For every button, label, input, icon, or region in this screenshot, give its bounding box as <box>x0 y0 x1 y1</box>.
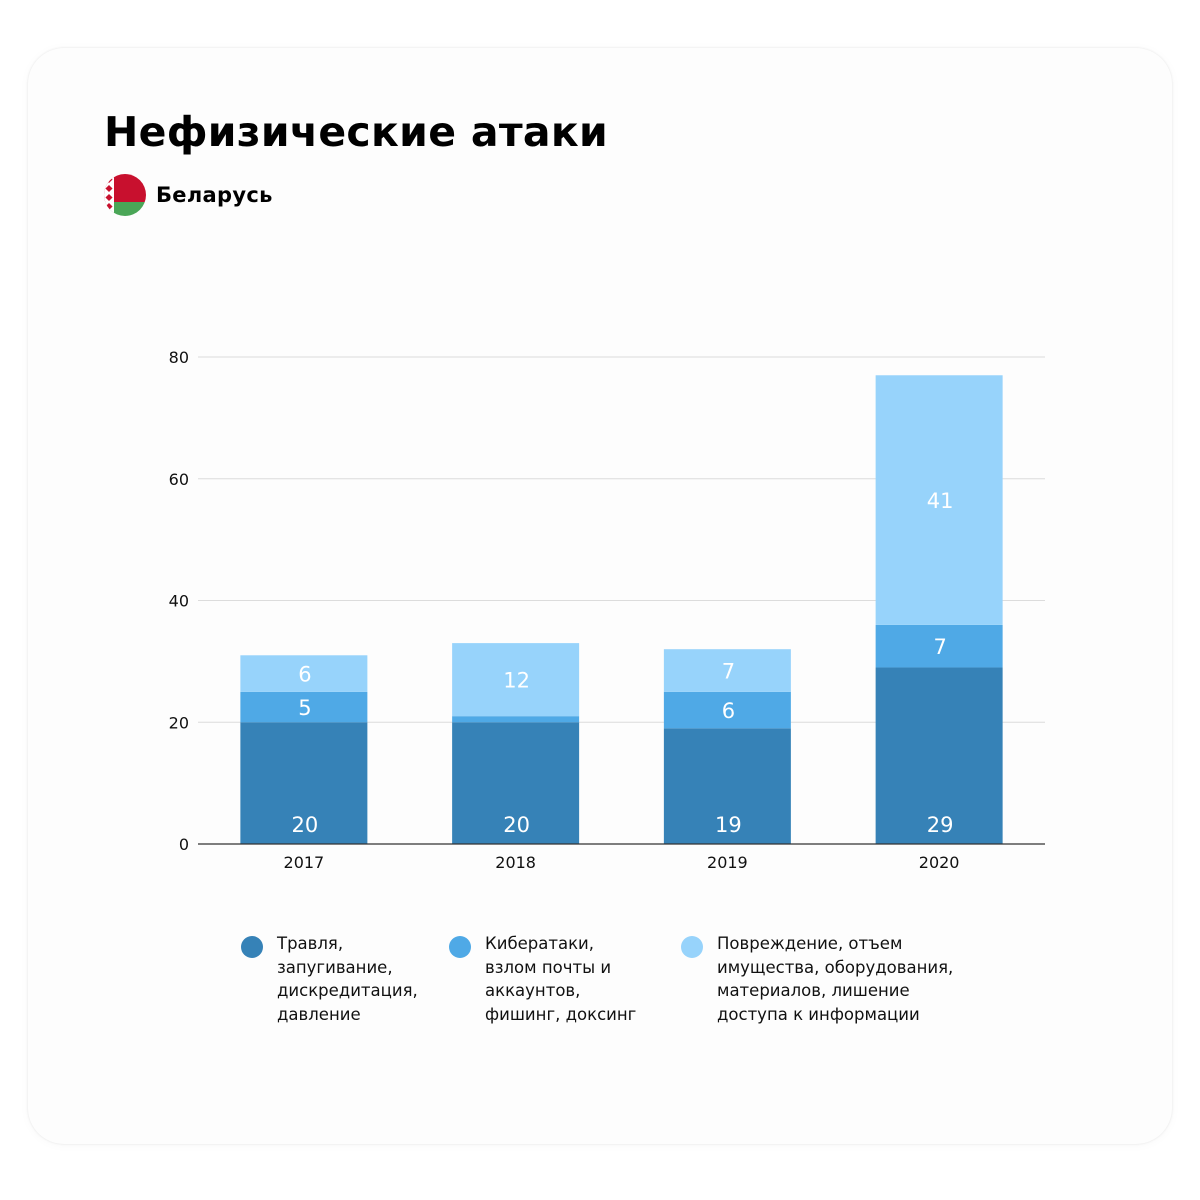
legend-label-cyberattacks: Кибератаки, взлом почты и аккаунтов, фиш… <box>485 934 637 1024</box>
x-tick-label: 2019 <box>707 853 748 872</box>
legend: Травля, запугивание, дискредитация, давл… <box>0 932 1200 1052</box>
legend-item-property-damage: Повреждение, отъем имущества, оборудован… <box>681 932 953 1026</box>
bar-segment <box>452 643 580 717</box>
bar-segment <box>875 624 1003 668</box>
bar-segment <box>663 691 791 729</box>
bar-segment <box>663 728 791 844</box>
data-label: 7 <box>933 635 946 659</box>
legend-item-harassment: Травля, запугивание, дискредитация, давл… <box>241 932 418 1026</box>
country-name: Беларусь <box>156 183 273 207</box>
data-label: 7 <box>722 660 735 684</box>
legend-label-property-damage: Повреждение, отъем имущества, оборудован… <box>717 934 954 1024</box>
data-label: 19 <box>715 813 742 837</box>
data-label: 29 <box>927 813 954 837</box>
legend-swatch-property-damage <box>681 936 703 958</box>
data-label: 5 <box>298 696 311 720</box>
x-tick-label: 2017 <box>284 853 325 872</box>
legend-swatch-cyberattacks <box>449 936 471 958</box>
bar-segment <box>240 655 368 692</box>
bar-segment <box>875 375 1003 625</box>
x-tick-label: 2020 <box>919 853 960 872</box>
data-label: 20 <box>503 813 530 837</box>
bar-segment <box>452 722 580 844</box>
country-label: Беларусь <box>104 174 273 216</box>
bar-segment <box>452 716 580 723</box>
data-label: 41 <box>927 489 954 513</box>
bar-segment <box>875 667 1003 844</box>
legend-item-cyberattacks: Кибератаки, взлом почты и аккаунтов, фиш… <box>449 932 636 1026</box>
bar-segment <box>240 722 368 844</box>
y-tick-label: 80 <box>169 348 189 367</box>
belarus-flag-icon <box>104 174 146 216</box>
bar-segment <box>663 649 791 692</box>
stacked-bar-chart: 0 20 40 60 80 20 5 6 2017 20 12 2018 19 6 7 2019 29 7 41 20… <box>169 348 1045 872</box>
legend-swatch-harassment <box>241 936 263 958</box>
data-label: 12 <box>503 669 530 693</box>
data-label: 20 <box>292 813 319 837</box>
y-tick-label: 40 <box>169 592 189 611</box>
y-tick-label: 60 <box>169 470 189 489</box>
data-label: 6 <box>722 699 735 723</box>
bar-segment <box>240 691 368 723</box>
chart-title: Нефизические атаки <box>104 108 609 156</box>
data-label: 6 <box>298 663 311 687</box>
y-tick-label: 20 <box>169 713 189 732</box>
x-tick-label: 2018 <box>495 853 536 872</box>
y-tick-label: 0 <box>179 835 189 854</box>
legend-label-harassment: Травля, запугивание, дискредитация, давл… <box>277 934 418 1024</box>
